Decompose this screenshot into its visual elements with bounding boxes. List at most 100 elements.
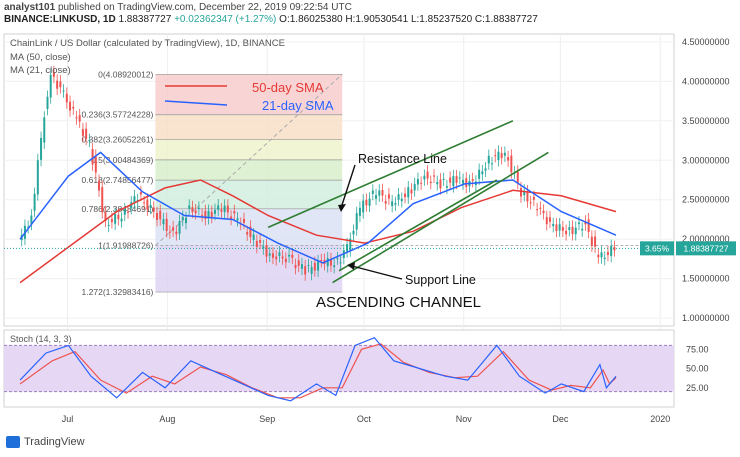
- candle-body: [510, 155, 513, 173]
- candle-body: [123, 209, 126, 215]
- candle-body: [594, 236, 597, 247]
- candle-body: [117, 214, 120, 220]
- legend-label-sma50: 50-day SMA: [252, 80, 324, 95]
- candle-body: [410, 189, 413, 194]
- candle-body: [271, 253, 274, 258]
- candle-body: [268, 253, 271, 256]
- candle-body: [30, 215, 33, 224]
- candle-body: [545, 217, 548, 225]
- publisher-name[interactable]: analyst101: [4, 2, 56, 13]
- channel-mid-line: [338, 179, 498, 272]
- candle-body: [500, 153, 503, 159]
- candle-body: [201, 214, 204, 216]
- stoch-k-line: [19, 336, 617, 402]
- last-price-badge: [676, 241, 736, 256]
- candle-body: [149, 204, 152, 208]
- publish-info: analyst101 published on TradingView.com,…: [4, 2, 352, 13]
- last-price: 1.88387727: [118, 14, 172, 25]
- stoch-y-tick: 25.00: [686, 383, 709, 393]
- candle-body: [75, 117, 78, 119]
- candle-body: [172, 227, 175, 231]
- candle-body: [94, 155, 97, 173]
- fib-zone: [155, 139, 343, 160]
- candle-body: [255, 240, 258, 248]
- candle-body: [568, 227, 571, 231]
- brand-label[interactable]: TradingView: [24, 436, 85, 448]
- candle-body: [503, 152, 506, 156]
- candle-body: [458, 177, 461, 179]
- last-price-axis-label: 1.88387727: [684, 243, 729, 253]
- candle-body: [465, 178, 468, 188]
- indicator-label: MA (50, close): [10, 52, 71, 63]
- candle-body: [168, 231, 171, 233]
- candle-body: [478, 169, 481, 179]
- support-annotation: Support Line: [405, 273, 476, 287]
- candle-body: [326, 258, 329, 267]
- channel-annotation: ASCENDING CHANNEL: [316, 294, 481, 311]
- fib-level-label: 0.5(3.00484369): [91, 155, 154, 165]
- candle-body: [375, 195, 378, 199]
- y-tick-label: 2.50000000: [682, 195, 730, 205]
- fib-trend-line: [155, 73, 343, 246]
- candle-body: [429, 181, 432, 184]
- channel-resistance-line: [267, 120, 514, 229]
- candle-body: [420, 182, 423, 184]
- candle-body: [59, 81, 62, 88]
- support-arrow-head: [347, 262, 355, 270]
- candle-body: [352, 230, 355, 235]
- candle-body: [381, 190, 384, 196]
- candle-body: [236, 218, 239, 221]
- candle-body: [387, 194, 390, 199]
- candle-body: [88, 139, 91, 141]
- stoch-y-tick: 75.00: [686, 344, 709, 354]
- candle-body: [526, 191, 529, 202]
- candle-body: [107, 224, 110, 226]
- candle-body: [320, 260, 323, 262]
- candle-body: [146, 199, 149, 210]
- candle-body: [358, 207, 361, 216]
- candle-body: [143, 202, 146, 204]
- open-value: O:1.86025380: [279, 14, 343, 25]
- candle-body: [565, 230, 568, 235]
- candle-body: [91, 149, 94, 165]
- candle-body: [246, 232, 249, 235]
- candle-body: [288, 254, 291, 257]
- candle-body: [349, 238, 352, 251]
- candle-body: [278, 252, 281, 257]
- fib-level-label: 0.382(3.26052261): [82, 135, 154, 145]
- candle-body: [265, 245, 268, 257]
- channel-support-line: [332, 151, 549, 284]
- candle-body: [519, 188, 522, 197]
- candle-body: [152, 207, 155, 212]
- candle-body: [536, 209, 539, 211]
- candle-body: [368, 198, 371, 206]
- candle-body: [223, 205, 226, 213]
- candle-body: [69, 101, 72, 111]
- y-tick-label: 1.00000000: [682, 313, 730, 323]
- candle-body: [391, 201, 394, 207]
- x-tick-label: Dec: [552, 414, 569, 424]
- candle-body: [581, 228, 584, 231]
- candle-body: [400, 198, 403, 202]
- candle-body: [110, 218, 113, 223]
- fib-level-label: 0(4.08920012): [98, 69, 153, 79]
- candle-body: [114, 213, 117, 224]
- tradingview-logo-icon: [6, 436, 20, 448]
- fib-level-label: 0.786(2.38484691): [82, 204, 154, 214]
- candle-body: [233, 211, 236, 214]
- ohlc-header: BINANCE:LINKUSD, 1D 1.88387727 +0.023623…: [4, 14, 538, 25]
- candle-body: [249, 226, 252, 238]
- candle-body: [165, 218, 168, 232]
- candle-body: [407, 187, 410, 198]
- candle-body: [548, 217, 551, 222]
- candle-body: [610, 245, 613, 256]
- candle-body: [300, 264, 303, 269]
- footer: TradingView: [6, 436, 85, 448]
- candle-body: [159, 210, 162, 220]
- candle-body: [397, 194, 400, 200]
- candle-body: [191, 207, 194, 212]
- candle-body: [346, 244, 349, 252]
- candle-body: [587, 219, 590, 232]
- x-tick-label: Aug: [159, 414, 175, 424]
